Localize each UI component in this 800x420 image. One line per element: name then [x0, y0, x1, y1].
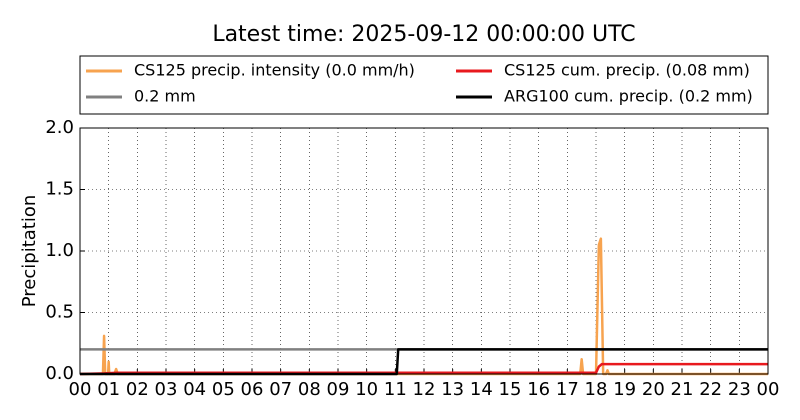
x-tick-label: 09 [327, 379, 350, 400]
legend-label: ARG100 cum. precip. (0.2 mm) [504, 87, 753, 106]
x-tick-label: 08 [298, 379, 321, 400]
x-tick-label: 01 [97, 379, 120, 400]
x-tick-label: 11 [384, 379, 407, 400]
legend-label: CS125 cum. precip. (0.08 mm) [504, 61, 750, 80]
y-axis-label: Precipitation [19, 195, 40, 308]
x-tick-label: 10 [355, 379, 378, 400]
y-tick-label: 1.0 [45, 240, 74, 261]
chart-title: Latest time: 2025-09-12 00:00:00 UTC [212, 22, 635, 47]
x-tick-label: 00 [757, 379, 780, 400]
x-tick-label: 06 [241, 379, 264, 400]
x-tick-label: 14 [470, 379, 493, 400]
x-tick-label: 17 [556, 379, 579, 400]
x-tick-label: 20 [642, 379, 665, 400]
y-tick-label: 0.5 [45, 302, 74, 323]
legend-box [79, 55, 769, 115]
y-tick-label: 1.5 [45, 179, 74, 200]
x-tick-label: 13 [441, 379, 464, 400]
x-tick-label: 16 [527, 379, 550, 400]
y-tick-label: 0.0 [45, 363, 74, 384]
x-tick-label: 21 [671, 379, 694, 400]
x-tick-label: 19 [613, 379, 636, 400]
plot-frame [79, 127, 769, 375]
x-tick-label: 23 [728, 379, 751, 400]
x-tick-label: 03 [155, 379, 178, 400]
legend-label: CS125 precip. intensity (0.0 mm/h) [134, 61, 415, 80]
x-tick-label: 02 [126, 379, 149, 400]
legend-label: 0.2 mm [134, 87, 196, 106]
y-tick-label: 2.0 [45, 117, 74, 138]
x-tick-label: 00 [69, 379, 92, 400]
x-tick-label: 12 [413, 379, 436, 400]
x-tick-label: 04 [183, 379, 206, 400]
x-tick-label: 22 [699, 379, 722, 400]
series-line [80, 237, 768, 376]
x-tick-label: 15 [499, 379, 522, 400]
x-tick-label: 07 [269, 379, 292, 400]
x-tick-label: 18 [585, 379, 608, 400]
x-tick-label: 05 [212, 379, 235, 400]
